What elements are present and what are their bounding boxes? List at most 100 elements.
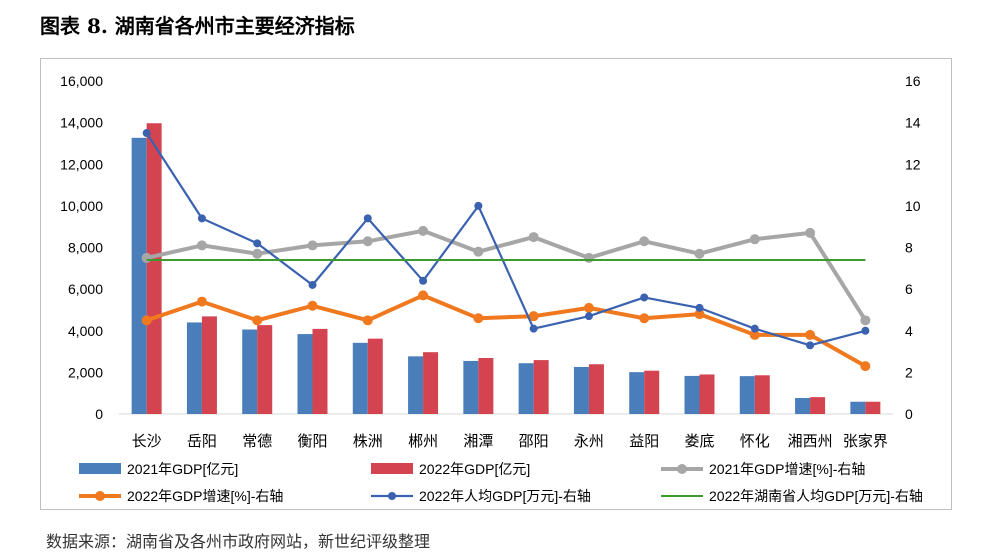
category-label: 张家界: [843, 433, 888, 450]
series-line-1: [145, 293, 867, 368]
series-point-0: [749, 234, 760, 245]
series-point-1: [418, 290, 429, 301]
bar-2021: [684, 375, 700, 414]
left-tick-label: 2,000: [68, 364, 103, 380]
series-point-0: [252, 248, 263, 259]
bars-group: [131, 123, 881, 414]
category-label: 岳阳: [187, 433, 217, 450]
legend-label: 2021年GDP[亿元]: [127, 461, 238, 477]
chart-title: 图表 8. 湖南省各州市主要经济指标: [40, 14, 355, 38]
bar-2021: [352, 342, 368, 414]
series-point-1: [252, 315, 263, 326]
category-label: 湘潭: [463, 433, 493, 450]
legend-marker: [388, 492, 396, 500]
series-point-0: [196, 240, 207, 251]
category-label: 怀化: [740, 433, 770, 450]
bar-2022: [257, 325, 273, 414]
left-tick-label: 10,000: [60, 198, 103, 214]
right-tick-label: 14: [905, 115, 921, 131]
series-point-2: [750, 324, 759, 333]
left-tick-label: 8,000: [68, 240, 103, 256]
left-tick-label: 14,000: [60, 115, 103, 131]
legend-label: 2022年人均GDP[万元]-右轴: [419, 488, 591, 504]
bar-2022: [201, 316, 217, 414]
series-point-1: [805, 329, 816, 340]
bar-2021: [297, 334, 313, 414]
right-tick-label: 12: [905, 156, 921, 172]
bar-2022: [588, 364, 604, 414]
series-point-1: [307, 300, 318, 311]
bar-2021: [242, 329, 258, 414]
chart-svg: 0 2,000 4,000 6,000 8,000 10,000 12,000 14,000 1…: [60, 73, 923, 504]
series-point-1: [860, 361, 871, 372]
series-point-1: [362, 315, 373, 326]
series-point-1: [749, 329, 760, 340]
left-axis: 0 2,000 4,000 6,000 8,000 10,000 12,000 14,000 1…: [60, 73, 103, 422]
series-line-0: [146, 228, 868, 322]
bar-2021: [463, 360, 479, 414]
bar-2021: [629, 372, 645, 414]
legend-marker: [677, 464, 687, 474]
series-point-2: [861, 326, 870, 335]
series-point-0: [362, 236, 373, 247]
bar-2021: [573, 366, 589, 414]
series-point-1: [196, 296, 207, 307]
series-point-0: [307, 240, 318, 251]
bar-2022: [146, 123, 162, 414]
series-point-2: [695, 303, 704, 312]
series-point-2: [197, 214, 206, 223]
category-labels: 长沙 岳阳 常德 衡阳 株洲 郴州 湘潭 邵阳 永州 益阳 娄底 怀化 湘西州 张家界: [132, 432, 888, 450]
bar-2022: [367, 338, 383, 414]
right-tick-label: 6: [905, 281, 913, 297]
category-label: 郴州: [408, 433, 438, 450]
chart-frame: 0 2,000 4,000 6,000 8,000 10,000 12,000 14,000 1…: [40, 58, 952, 510]
series-point-2: [142, 129, 151, 138]
left-tick-label: 4,000: [68, 323, 103, 339]
bar-2021: [186, 322, 202, 414]
series-point-2: [584, 312, 593, 321]
series-point-0: [528, 232, 539, 243]
category-label: 永州: [574, 433, 604, 450]
series-point-2: [419, 276, 428, 285]
bar-2021: [739, 376, 755, 414]
category-label: 株洲: [353, 433, 383, 450]
right-tick-label: 16: [905, 73, 921, 89]
legend-label: 2022年GDP增速[%]-右轴: [127, 488, 283, 504]
left-tick-label: 0: [95, 406, 103, 422]
lines-group: [141, 129, 871, 372]
bar-2022: [754, 375, 770, 414]
left-tick-label: 16,000: [60, 73, 103, 89]
category-label: 益阳: [629, 433, 659, 450]
right-tick-label: 4: [905, 323, 913, 339]
series-point-2: [640, 293, 649, 302]
category-label: 常德: [242, 432, 272, 450]
left-tick-label: 6,000: [68, 281, 103, 297]
series-point-0: [805, 227, 816, 238]
legend-label: 2022年湖南省人均GDP[万元]-右轴: [709, 488, 923, 504]
series-line-2: [145, 132, 866, 347]
bar-2022: [699, 374, 715, 414]
series-point-0: [639, 236, 650, 247]
series-point-2: [474, 201, 483, 210]
bar-2021: [408, 356, 424, 414]
series-point-0: [583, 252, 594, 263]
legend-marker: [95, 491, 105, 501]
series-point-0: [694, 248, 705, 259]
bar-2022: [644, 370, 660, 414]
right-axis: 0 2 4 6 8 10 12 14 16: [905, 73, 921, 422]
series-point-1: [141, 315, 152, 326]
right-tick-label: 8: [905, 240, 913, 256]
category-label: 湘西州: [788, 433, 833, 450]
series-point-0: [418, 225, 429, 236]
series-point-2: [806, 341, 815, 350]
legend-label: 2021年GDP增速[%]-右轴: [709, 461, 865, 477]
bar-2022: [478, 358, 494, 414]
series-point-1: [639, 313, 650, 324]
legend-label: 2022年GDP[亿元]: [419, 461, 530, 477]
series-point-0: [473, 246, 484, 257]
series-point-1: [694, 309, 705, 320]
category-label: 娄底: [684, 433, 714, 450]
series-point-1: [528, 311, 539, 322]
series-point-2: [363, 214, 372, 223]
legend-swatch: [79, 463, 121, 474]
